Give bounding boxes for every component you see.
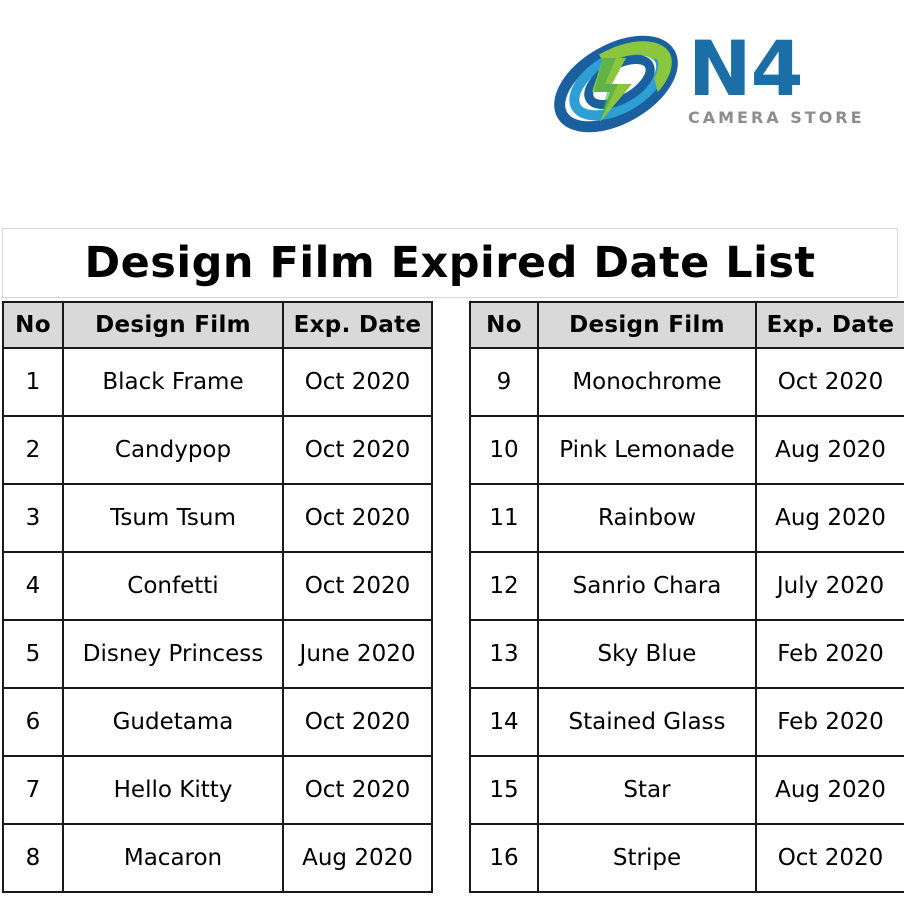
table-header-row: No Design Film Exp. Date (2, 301, 433, 349)
column-header-date: Exp. Date (282, 301, 433, 349)
table-row: 6 Gudetama Oct 2020 (2, 687, 433, 757)
table-row: 4 Confetti Oct 2020 (2, 551, 433, 621)
swirl-emblem-icon (548, 28, 684, 140)
cell-exp-date: Oct 2020 (282, 551, 433, 621)
cell-no: 14 (469, 687, 539, 757)
cell-no: 10 (469, 415, 539, 485)
cell-exp-date: Feb 2020 (755, 687, 904, 757)
cell-no: 16 (469, 823, 539, 893)
table-row: 16 Stripe Oct 2020 (469, 823, 904, 893)
table-row: 12 Sanrio Chara July 2020 (469, 551, 904, 621)
table-header-row: No Design Film Exp. Date (469, 301, 904, 349)
cell-design-film: Monochrome (537, 347, 757, 417)
cell-exp-date: Oct 2020 (282, 483, 433, 553)
logo-tagline: CAMERA STORE (688, 108, 865, 127)
cell-no: 15 (469, 755, 539, 825)
cell-design-film: Star (537, 755, 757, 825)
cell-design-film: Confetti (62, 551, 284, 621)
cell-no: 12 (469, 551, 539, 621)
cell-design-film: Rainbow (537, 483, 757, 553)
page-title: Design Film Expired Date List (84, 238, 816, 288)
cell-exp-date: June 2020 (282, 619, 433, 689)
cell-exp-date: Aug 2020 (755, 415, 904, 485)
cell-design-film: Stained Glass (537, 687, 757, 757)
cell-no: 2 (2, 415, 64, 485)
cell-exp-date: Oct 2020 (755, 347, 904, 417)
design-film-table-right: No Design Film Exp. Date 9 Monochrome Oct … (469, 301, 904, 893)
cell-exp-date: Oct 2020 (282, 755, 433, 825)
cell-design-film: Disney Princess (62, 619, 284, 689)
table-row: 1 Black Frame Oct 2020 (2, 347, 433, 417)
design-film-table-left: No Design Film Exp. Date 1 Black Frame Oct… (2, 301, 433, 893)
cell-no: 6 (2, 687, 64, 757)
cell-exp-date: Aug 2020 (282, 823, 433, 893)
cell-design-film: Black Frame (62, 347, 284, 417)
table-row: 7 Hello Kitty Oct 2020 (2, 755, 433, 825)
table-row: 3 Tsum Tsum Oct 2020 (2, 483, 433, 553)
cell-no: 9 (469, 347, 539, 417)
column-header-name: Design Film (62, 301, 284, 349)
cell-design-film: Sky Blue (537, 619, 757, 689)
cell-exp-date: Aug 2020 (755, 755, 904, 825)
cell-design-film: Macaron (62, 823, 284, 893)
cell-exp-date: Oct 2020 (282, 687, 433, 757)
cell-no: 13 (469, 619, 539, 689)
column-header-name: Design Film (537, 301, 757, 349)
table-row: 9 Monochrome Oct 2020 (469, 347, 904, 417)
cell-design-film: Stripe (537, 823, 757, 893)
cell-no: 8 (2, 823, 64, 893)
logo-wordmark-group: N4 CAMERA STORE (688, 30, 888, 140)
title-banner: Design Film Expired Date List (2, 228, 898, 298)
cell-no: 11 (469, 483, 539, 553)
table-row: 13 Sky Blue Feb 2020 (469, 619, 904, 689)
cell-no: 3 (2, 483, 64, 553)
cell-design-film: Hello Kitty (62, 755, 284, 825)
table-row: 10 Pink Lemonade Aug 2020 (469, 415, 904, 485)
cell-no: 5 (2, 619, 64, 689)
cell-exp-date: Oct 2020 (282, 347, 433, 417)
column-header-no: No (469, 301, 539, 349)
cell-exp-date: July 2020 (755, 551, 904, 621)
column-header-date: Exp. Date (755, 301, 904, 349)
table-row: 14 Stained Glass Feb 2020 (469, 687, 904, 757)
table-row: 8 Macaron Aug 2020 (2, 823, 433, 893)
cell-design-film: Tsum Tsum (62, 483, 284, 553)
cell-exp-date: Feb 2020 (755, 619, 904, 689)
cell-exp-date: Oct 2020 (282, 415, 433, 485)
cell-no: 1 (2, 347, 64, 417)
table-row: 15 Star Aug 2020 (469, 755, 904, 825)
cell-design-film: Sanrio Chara (537, 551, 757, 621)
cell-no: 4 (2, 551, 64, 621)
table-row: 5 Disney Princess June 2020 (2, 619, 433, 689)
cell-design-film: Pink Lemonade (537, 415, 757, 485)
brand-logo: N4 CAMERA STORE (548, 22, 888, 142)
cell-no: 7 (2, 755, 64, 825)
cell-design-film: Gudetama (62, 687, 284, 757)
table-row: 11 Rainbow Aug 2020 (469, 483, 904, 553)
cell-exp-date: Aug 2020 (755, 483, 904, 553)
cell-design-film: Candypop (62, 415, 284, 485)
table-row: 2 Candypop Oct 2020 (2, 415, 433, 485)
logo-wordmark-text: N4 (688, 24, 804, 113)
cell-exp-date: Oct 2020 (755, 823, 904, 893)
column-header-no: No (2, 301, 64, 349)
